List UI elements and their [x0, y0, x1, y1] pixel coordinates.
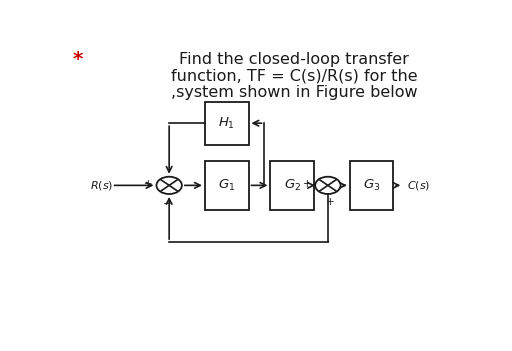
Text: $G_2$: $G_2$ — [284, 178, 301, 193]
Text: $G_1$: $G_1$ — [218, 178, 236, 193]
Circle shape — [157, 177, 182, 194]
Text: ,system shown in Figure below: ,system shown in Figure below — [171, 85, 417, 100]
Text: $H_1$: $H_1$ — [218, 115, 235, 131]
Text: $R(s)$: $R(s)$ — [90, 179, 113, 192]
Circle shape — [315, 177, 340, 194]
Bar — [350, 161, 393, 210]
Text: $G_3$: $G_3$ — [363, 178, 380, 193]
Bar — [205, 101, 248, 145]
Text: +: + — [144, 179, 153, 189]
Bar — [205, 161, 248, 210]
Text: +: + — [303, 179, 311, 189]
Text: $C(s)$: $C(s)$ — [407, 179, 431, 192]
Text: function, TF = C(s)/R(s) for the: function, TF = C(s)/R(s) for the — [171, 68, 417, 84]
Text: $-$: $-$ — [162, 197, 172, 207]
Text: Find the closed-loop transfer: Find the closed-loop transfer — [179, 52, 409, 67]
Text: *: * — [73, 50, 83, 69]
Bar — [270, 161, 314, 210]
Text: +: + — [326, 197, 334, 207]
